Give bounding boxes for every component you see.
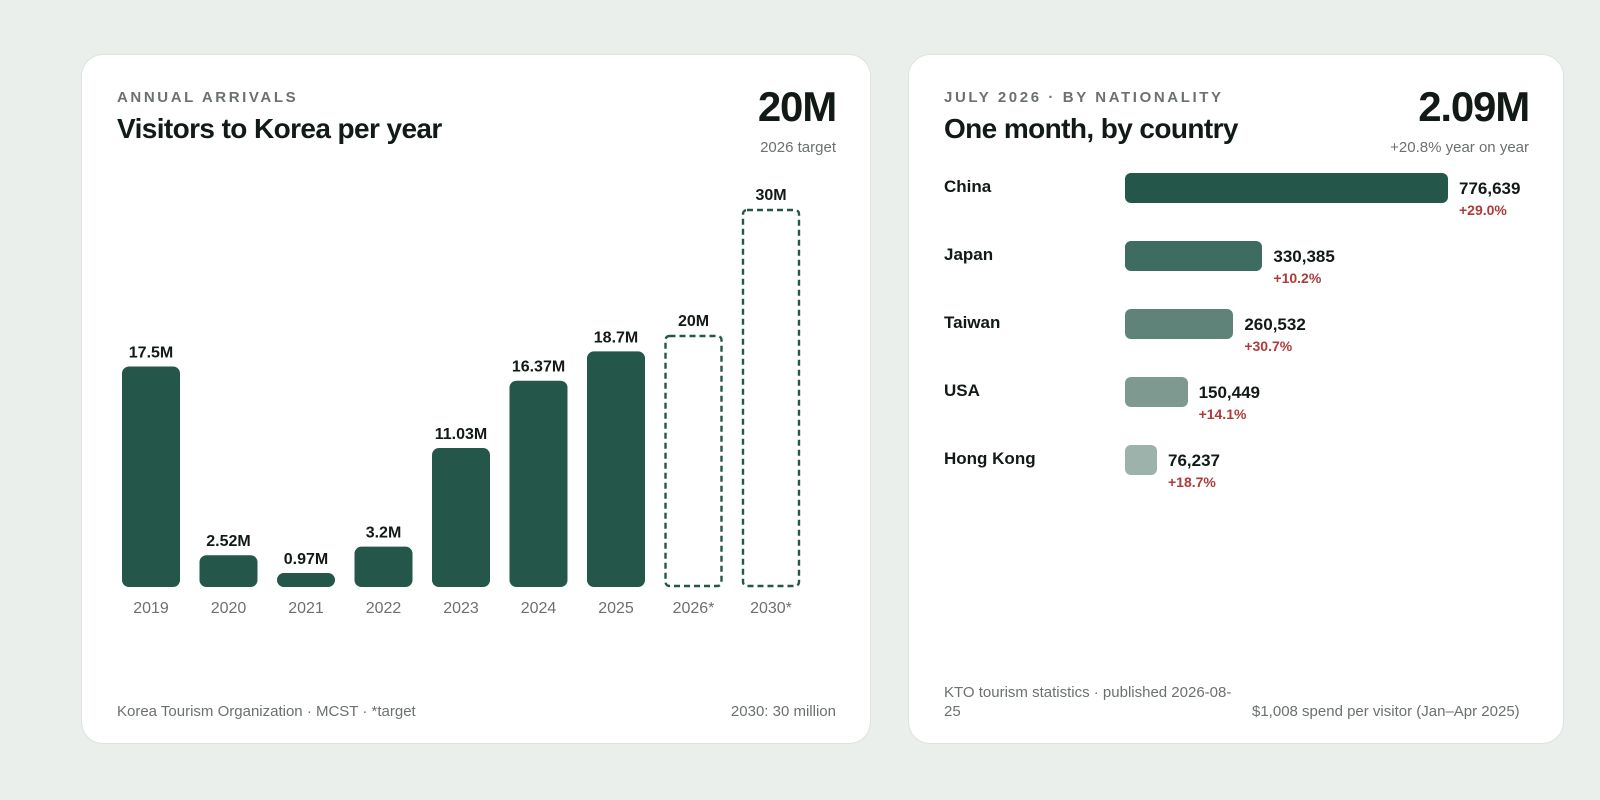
year-tick-label: 2022	[366, 600, 402, 617]
country-row: Hong Kong 76,237 +18.7%	[944, 445, 1544, 505]
country-bar	[1125, 309, 1234, 339]
bar-2023	[432, 448, 490, 587]
country-name: Taiwan	[944, 313, 1001, 332]
year-tick-label: 2030*	[750, 600, 792, 617]
card-title: Visitors to Korea per year	[117, 113, 442, 144]
year-tick-label: 2020	[211, 600, 247, 617]
bar-2021	[277, 573, 335, 587]
country-name: Japan	[944, 245, 994, 264]
country-growth: +30.7%	[1244, 338, 1293, 354]
target-bar-2026	[664, 334, 723, 588]
bar-value-label: 17.5M	[129, 345, 173, 362]
country-row: USA 150,449 +14.1%	[944, 377, 1544, 437]
country-value: 150,449	[1198, 383, 1261, 402]
target-bar-2030	[741, 208, 801, 588]
headline-value: 20M	[757, 83, 837, 130]
card-eyebrow: ANNUAL ARRIVALS	[117, 89, 299, 106]
headline-caption: 2026 target	[760, 139, 836, 156]
source-note: Korea Tourism Organization · MCST · *tar…	[117, 703, 416, 720]
bar-2022	[354, 546, 413, 587]
year-tick-label: 2025	[598, 600, 634, 617]
country-value: 260,532	[1244, 315, 1306, 334]
year-tick-label: 2023	[443, 600, 479, 617]
bar-value-label: 18.7M	[594, 329, 638, 346]
country-growth: +29.0%	[1459, 202, 1507, 218]
country-row: Japan 330,385 +10.2%	[944, 241, 1544, 301]
country-name: China	[944, 177, 992, 196]
card-eyebrow: JULY 2026 · BY NATIONALITY	[944, 89, 1224, 106]
country-bar	[1125, 445, 1157, 475]
bar-value-label: 11.03M	[435, 426, 487, 443]
country-growth: +10.2%	[1273, 270, 1322, 286]
bar-value-label: 30M	[755, 187, 786, 204]
year-tick-label: 2024	[521, 600, 557, 617]
country-row: Taiwan 260,532 +30.7%	[944, 309, 1544, 369]
card-title: One month, by country	[944, 113, 1238, 144]
country-name: Hong Kong	[944, 449, 1036, 468]
country-growth: +14.1%	[1198, 406, 1247, 422]
annual-arrivals-card: ANNUAL ARRIVALS Visitors to Korea per ye…	[81, 54, 871, 744]
annual-bar-chart: 17.5M 2019 2.52M 2020 0.97M 2021 3.2M 2022 11.03…	[122, 187, 801, 617]
country-bar	[1125, 173, 1448, 203]
country-value: 776,639	[1459, 179, 1521, 198]
bar-2024	[509, 380, 568, 587]
bar-value-label: 20M	[678, 313, 709, 330]
target-note: 2030: 30 million	[730, 703, 836, 720]
country-value: 76,237	[1168, 451, 1220, 470]
headline-value: 2.09M	[1418, 83, 1530, 130]
nationality-card: JULY 2026 · BY NATIONALITY One month, by…	[908, 54, 1564, 744]
bar-2025	[587, 351, 645, 587]
year-tick-label: 2019	[133, 600, 169, 617]
bar-value-label: 16.37M	[512, 359, 565, 376]
bar-2020	[199, 555, 258, 587]
country-growth: +18.7%	[1168, 474, 1216, 490]
year-tick-label: 2021	[288, 600, 324, 617]
source-note: KTO tourism statistics · published 2026-…	[944, 684, 1232, 720]
country-bar	[1125, 377, 1188, 407]
bar-2019	[122, 366, 180, 587]
country-bar	[1125, 241, 1263, 271]
headline-caption: +20.8% year on year	[1390, 139, 1529, 156]
bar-value-label: 3.2M	[366, 525, 402, 542]
country-name: USA	[944, 381, 980, 400]
year-tick-label: 2026*	[673, 600, 715, 617]
bar-value-label: 2.52M	[206, 533, 250, 550]
country-value: 330,385	[1273, 247, 1335, 266]
spend-note: $1,008 spend per visitor (Jan–Apr 2025)	[1252, 703, 1520, 720]
bar-value-label: 0.97M	[284, 551, 328, 568]
country-row: China 776,639 +29.0%	[944, 173, 1544, 233]
